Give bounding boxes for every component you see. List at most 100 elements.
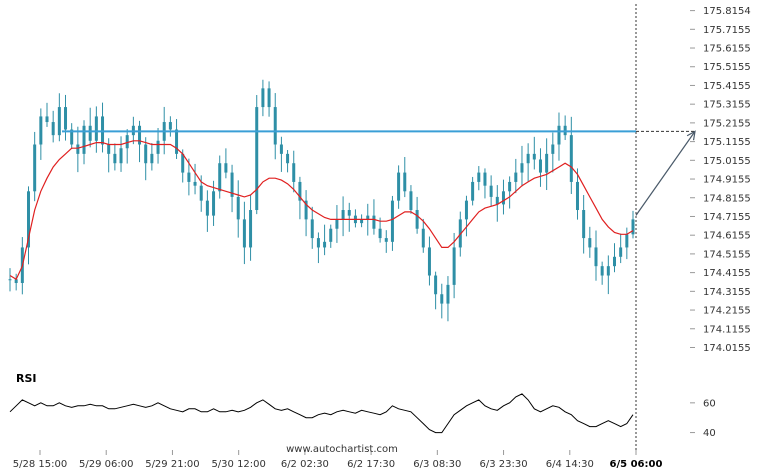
- candle-body: [557, 125, 561, 145]
- candle-body: [508, 181, 512, 192]
- rsi-line: [9, 393, 634, 434]
- candle-body: [107, 144, 111, 154]
- candle-body: [366, 215, 370, 220]
- candle-body: [181, 153, 185, 173]
- candle-body: [292, 163, 296, 182]
- candle-body: [464, 200, 468, 220]
- candle-body: [212, 191, 216, 216]
- y-tick-label: 174.3155: [703, 287, 751, 298]
- candle-body: [242, 219, 246, 248]
- candle-body: [193, 181, 197, 186]
- rsi-label: RSI: [16, 372, 37, 385]
- candle-body: [82, 125, 86, 154]
- candle-body: [76, 144, 80, 154]
- candle-body: [532, 153, 536, 160]
- x-tick-label: 5/30 12:00: [211, 459, 265, 470]
- candle-body: [45, 116, 49, 123]
- candle-body: [273, 107, 277, 145]
- candle-body: [421, 228, 425, 248]
- candle-body: [8, 279, 12, 281]
- candle-body: [378, 228, 382, 239]
- candle-body: [14, 279, 18, 284]
- candle-body: [341, 210, 345, 220]
- candle-body: [495, 196, 499, 205]
- candle-body: [575, 181, 579, 211]
- candle-body: [286, 153, 290, 164]
- candle-body: [138, 125, 142, 145]
- candle-body: [384, 238, 388, 242]
- candle-body: [409, 191, 413, 211]
- x-tick-label: 6/2 17:30: [347, 459, 395, 470]
- y-tick-label: 175.3155: [703, 100, 751, 111]
- candle-body: [267, 88, 271, 108]
- candle-body: [57, 107, 61, 136]
- moving-average-line: [9, 140, 634, 281]
- y-tick-label: 175.4155: [703, 81, 751, 92]
- candle-body: [538, 159, 542, 173]
- candle-body: [434, 275, 438, 295]
- candle-body: [168, 122, 172, 130]
- x-tick-label: 6/3 23:30: [480, 459, 528, 470]
- candle-body: [612, 256, 616, 267]
- candle-body: [471, 181, 475, 201]
- y-tick-label: 174.6155: [703, 231, 751, 242]
- candle-body: [489, 185, 493, 197]
- candle-body: [600, 266, 604, 276]
- candle-body: [323, 241, 327, 248]
- y-tick-label: 175.1155: [703, 137, 751, 148]
- candle-body: [298, 181, 302, 201]
- y-tick-label: 174.2155: [703, 306, 751, 317]
- candle-body: [551, 144, 555, 154]
- x-axis-ticks: 5/28 15:00 5/29 06:00 5/29 21:00 5/30 12:00…: [13, 450, 663, 470]
- candle-body: [279, 144, 283, 154]
- x-tick-label: 6/4 14:30: [546, 459, 594, 470]
- candle-body: [64, 107, 68, 130]
- candle-body: [205, 200, 209, 216]
- candle-body: [569, 135, 573, 182]
- x-tick-label: 6/2 02:30: [281, 459, 329, 470]
- candle-body: [255, 107, 259, 211]
- candle-body: [310, 219, 314, 239]
- candle-body: [403, 172, 407, 192]
- candle-body: [427, 247, 431, 276]
- candle-body: [316, 238, 320, 248]
- candle-body: [360, 219, 364, 224]
- candle-body: [156, 140, 160, 154]
- candle-body: [483, 172, 487, 186]
- candle-body: [514, 172, 518, 182]
- candle-body: [39, 116, 43, 145]
- candle-body: [625, 234, 629, 248]
- forecast-arrow-line: [635, 131, 696, 216]
- x-tick-label: 5/28 15:00: [13, 459, 67, 470]
- candle-body: [631, 219, 635, 235]
- candle-body: [545, 153, 549, 173]
- candle-body: [144, 144, 148, 164]
- level-layer: [62, 4, 696, 452]
- candle-body: [175, 129, 179, 154]
- candle-body: [440, 294, 444, 304]
- y-tick-label: 174.7155: [703, 212, 751, 223]
- candle-body: [199, 185, 203, 201]
- y-tick-label: 175.6155: [703, 44, 751, 55]
- price-candles: [8, 79, 635, 322]
- candle-body: [187, 172, 191, 182]
- candle-body: [113, 153, 117, 164]
- candle-body: [27, 191, 31, 248]
- x-tick-label: 6/5 06:00: [610, 459, 663, 470]
- candle-body: [33, 144, 37, 192]
- y-tick-label: 175.0155: [703, 156, 751, 167]
- candle-body: [119, 148, 123, 164]
- watermark: www.autochartist.com: [286, 444, 398, 455]
- candle-body: [304, 200, 308, 220]
- candle-body: [70, 129, 74, 145]
- candle-body: [218, 163, 222, 192]
- candle-body: [582, 210, 586, 239]
- y-tick-label: 174.8155: [703, 193, 751, 204]
- candle-body: [619, 247, 623, 257]
- y-tick-label: 175.5155: [703, 62, 751, 73]
- candle-body: [594, 247, 598, 267]
- candle-body: [397, 172, 401, 201]
- candle-body: [446, 284, 450, 304]
- x-tick-label: 5/29 06:00: [79, 459, 133, 470]
